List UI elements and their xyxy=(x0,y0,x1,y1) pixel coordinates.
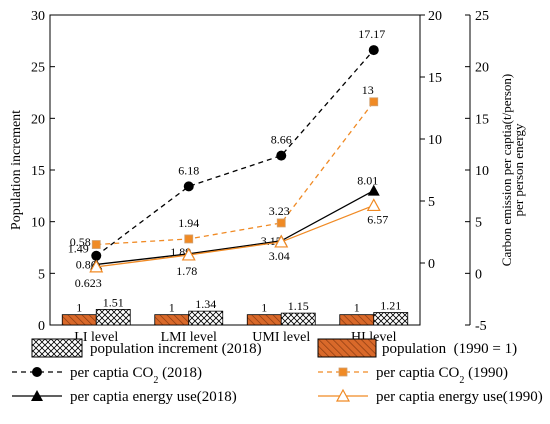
right-inner-tick-label: 5 xyxy=(428,195,435,210)
legend-tail: (2018) xyxy=(158,365,202,381)
series-line xyxy=(96,101,375,246)
left-tick-label: 0 xyxy=(38,319,45,334)
marker-square xyxy=(338,367,348,377)
legend-label: population (1990 = 1) xyxy=(382,341,517,357)
point-label: 8.01 xyxy=(357,174,378,188)
marker-circle xyxy=(32,367,42,377)
marker-triangle-open xyxy=(366,198,381,212)
right-inner-tick-label: 10 xyxy=(428,133,442,148)
point-label: 13 xyxy=(362,83,374,97)
point-label: 1.49 xyxy=(68,242,89,256)
bar-label: 1.51 xyxy=(103,295,124,309)
point-label: 0.623 xyxy=(75,276,102,290)
marker-circle xyxy=(91,250,102,261)
bar xyxy=(188,310,224,326)
marker-triangle xyxy=(367,184,380,196)
legend-swatch-crosshatch xyxy=(31,338,83,358)
bars: 1 1 1 1 1.51 1.34 1.15 1.21 xyxy=(61,295,409,326)
right-outer-axis: -5 0 5 10 15 20 25 xyxy=(465,9,489,334)
bar-label: 1.34 xyxy=(195,297,216,311)
x-tick-label: LI level xyxy=(74,330,118,345)
right-outer-tick-label: 0 xyxy=(475,267,482,282)
marker-square xyxy=(184,234,194,244)
right-outer-tick-label: 25 xyxy=(475,9,489,24)
marker-square xyxy=(276,218,286,228)
bar xyxy=(154,314,190,326)
plot-area xyxy=(49,14,421,326)
bar-label: 1 xyxy=(261,301,267,315)
left-tick-label: 30 xyxy=(31,9,45,24)
legend-label: per captia CO2 (1990) xyxy=(376,365,508,386)
legend-label: per captia energy use(2018) xyxy=(70,389,237,405)
bar xyxy=(373,312,409,326)
bar xyxy=(339,314,375,326)
marker-circle xyxy=(276,150,287,161)
bar-label: 1 xyxy=(169,301,175,315)
point-label: 1.78 xyxy=(176,264,197,278)
marker-triangle xyxy=(31,390,43,401)
bar-label: 1 xyxy=(76,301,82,315)
point-label: 3.23 xyxy=(269,204,290,218)
bar xyxy=(246,314,282,326)
legend-tail: (1990) xyxy=(464,365,508,381)
right-outer-tick-label: 15 xyxy=(475,112,489,127)
legend-subscript: 2 xyxy=(153,375,158,386)
bar xyxy=(95,308,131,326)
legend-label: population increment (2018) xyxy=(90,341,262,357)
point-label: 8.66 xyxy=(271,133,292,147)
right-inner-axis-label: Carbon emission per captia(t/person) xyxy=(499,74,514,266)
bar-label: 1.15 xyxy=(288,299,309,313)
series-line xyxy=(96,204,374,268)
marker-circle xyxy=(368,45,379,56)
lines: 0.586.188.6617.171.491.943.23130.861.893… xyxy=(68,27,389,290)
marker-square xyxy=(369,97,379,107)
marker-triangle-open xyxy=(274,234,289,248)
bar xyxy=(280,312,316,326)
point-label: 0.58 xyxy=(70,235,91,249)
left-axis-label: Population increment xyxy=(9,110,24,230)
legend-label: per captia energy use(1990) xyxy=(376,389,543,405)
right-inner-axis: 0 5 10 15 20 xyxy=(420,9,442,272)
x-tick-label: UMI level xyxy=(252,330,310,345)
x-tick-label: LMI level xyxy=(161,330,217,345)
right-outer-tick-label: -5 xyxy=(475,319,487,334)
left-tick-label: 15 xyxy=(31,164,45,179)
left-axis: 0 5 10 15 20 25 30 xyxy=(31,9,55,334)
legend-swatch-hatch xyxy=(317,338,377,358)
right-outer-axis-label: per person energy xyxy=(511,123,526,216)
point-label: 17.17 xyxy=(358,27,385,41)
left-tick-label: 25 xyxy=(31,61,45,76)
bar-label: 1 xyxy=(354,301,360,315)
legend-label: per captia CO2 (2018) xyxy=(70,365,202,386)
marker-triangle-open xyxy=(181,247,196,261)
marker-square xyxy=(91,240,101,249)
bar-label: 1.21 xyxy=(380,298,401,312)
legend: population increment (2018) population (1… xyxy=(12,338,543,405)
right-inner-tick-label: 15 xyxy=(428,71,442,86)
bar xyxy=(61,314,97,326)
left-tick-label: 10 xyxy=(31,216,45,231)
series-line xyxy=(95,49,375,257)
marker-triangle-open xyxy=(335,388,351,402)
point-label: 6.18 xyxy=(178,163,199,177)
point-label: 6.57 xyxy=(367,212,388,226)
marker-triangle-open xyxy=(89,259,104,273)
right-outer-tick-label: 5 xyxy=(475,216,482,231)
point-label: 0.86 xyxy=(76,257,97,271)
point-label: 3.04 xyxy=(269,249,290,263)
right-outer-tick-label: 10 xyxy=(475,164,489,179)
left-tick-label: 5 xyxy=(38,267,45,282)
right-inner-tick-label: 20 xyxy=(428,9,442,24)
point-label: 1.94 xyxy=(178,216,199,230)
marker-circle xyxy=(183,181,194,192)
left-tick-label: 20 xyxy=(31,112,45,127)
right-inner-tick-label: 0 xyxy=(428,257,435,272)
legend-subscript: 2 xyxy=(459,375,464,386)
series-line xyxy=(96,189,375,266)
right-outer-tick-label: 20 xyxy=(475,61,489,76)
